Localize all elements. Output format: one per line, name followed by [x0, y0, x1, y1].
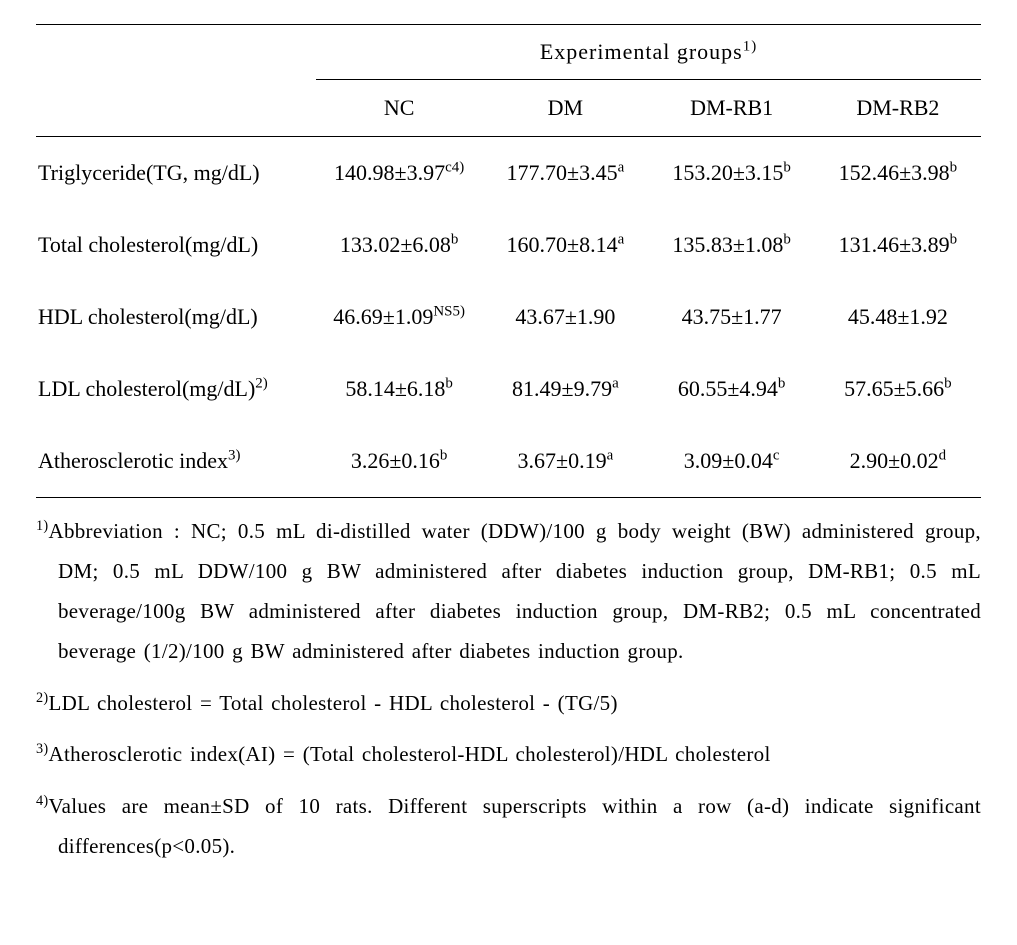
cell-sup: a — [618, 160, 625, 176]
table-row: Atherosclerotic index3)3.26±0.16b3.67±0.… — [36, 425, 981, 498]
table-cell: 160.70±8.14a — [482, 209, 648, 281]
table-cell: 60.55±4.94b — [649, 353, 815, 425]
cell-value: 152.46±3.98 — [839, 160, 950, 185]
row-label: Atherosclerotic index3) — [36, 425, 316, 498]
table-cell: 177.70±3.45a — [482, 137, 648, 210]
table-cell: 3.67±0.19a — [482, 425, 648, 498]
cell-value: 140.98±3.97 — [334, 160, 445, 185]
col-header-dm-rb1: DM-RB1 — [649, 80, 815, 137]
cell-sup: a — [612, 376, 619, 392]
row-label-text: Triglyceride(TG, mg/dL) — [38, 160, 260, 185]
cell-value: 153.20±3.15 — [672, 160, 783, 185]
table-cell: 2.90±0.02d — [815, 425, 981, 498]
row-label-sup: 2) — [255, 376, 267, 392]
cell-sup: b — [440, 448, 447, 464]
table-cell: 3.09±0.04c — [649, 425, 815, 498]
table-cell: 133.02±6.08b — [316, 209, 482, 281]
cell-value: 131.46±3.89 — [839, 232, 950, 257]
cell-sup: b — [783, 160, 790, 176]
table-cell: 46.69±1.09NS5) — [316, 281, 482, 353]
lipid-profile-table: Experimental groups1) NC DM DM-RB1 DM-RB… — [36, 24, 981, 498]
header-blank — [36, 25, 316, 80]
cell-sup: NS5) — [433, 304, 465, 320]
footnote-marker: 2) — [36, 690, 48, 706]
row-label-sup: 3) — [228, 448, 240, 464]
table-row: Triglyceride(TG, mg/dL)140.98±3.97c4)177… — [36, 137, 981, 210]
cell-value: 3.67±0.19 — [518, 448, 607, 473]
footnote-text: LDL cholesterol = Total cholesterol - HD… — [48, 691, 617, 715]
row-label-text: LDL cholesterol(mg/dL) — [38, 376, 255, 401]
table-cell: 3.26±0.16b — [316, 425, 482, 498]
table-cell: 140.98±3.97c4) — [316, 137, 482, 210]
footnote: 1)Abbreviation : NC; 0.5 mL di-distilled… — [36, 512, 981, 672]
spanner-label: Experimental groups — [540, 39, 743, 64]
cell-sup: a — [607, 448, 614, 464]
cell-value: 45.48±1.92 — [848, 304, 948, 329]
cell-sup: a — [618, 232, 625, 248]
cell-sup: b — [451, 232, 458, 248]
footnote-text: Values are mean±SD of 10 rats. Different… — [48, 794, 981, 858]
table-cell: 152.46±3.98b — [815, 137, 981, 210]
footnote-text: Abbreviation : NC; 0.5 mL di-distilled w… — [48, 519, 981, 663]
footnote: 2)LDL cholesterol = Total cholesterol - … — [36, 684, 981, 724]
cell-value: 3.09±0.04 — [684, 448, 773, 473]
cell-sup: b — [783, 232, 790, 248]
table-cell: 153.20±3.15b — [649, 137, 815, 210]
cell-value: 60.55±4.94 — [678, 376, 778, 401]
row-label: HDL cholesterol(mg/dL) — [36, 281, 316, 353]
cell-sup: b — [950, 232, 957, 248]
table-cell: 43.67±1.90 — [482, 281, 648, 353]
table-cell: 131.46±3.89b — [815, 209, 981, 281]
table-cell: 58.14±6.18b — [316, 353, 482, 425]
table-cell: 135.83±1.08b — [649, 209, 815, 281]
cell-value: 81.49±9.79 — [512, 376, 612, 401]
cell-value: 46.69±1.09 — [333, 304, 433, 329]
cell-value: 177.70±3.45 — [507, 160, 618, 185]
row-label: Total cholesterol(mg/dL) — [36, 209, 316, 281]
spanner-sup: 1) — [743, 39, 757, 55]
cell-sup: b — [944, 376, 951, 392]
col-header-dm: DM — [482, 80, 648, 137]
row-label: LDL cholesterol(mg/dL)2) — [36, 353, 316, 425]
table-row: HDL cholesterol(mg/dL) 46.69±1.09NS5) 43.6… — [36, 281, 981, 353]
cell-sup: b — [778, 376, 785, 392]
cell-value: 43.67±1.90 — [515, 304, 615, 329]
row-label: Triglyceride(TG, mg/dL) — [36, 137, 316, 210]
table-cell: 81.49±9.79a — [482, 353, 648, 425]
row-label-text: HDL cholesterol(mg/dL) — [38, 304, 258, 329]
footnote-marker: 3) — [36, 741, 48, 757]
table-row: LDL cholesterol(mg/dL)2)58.14±6.18b81.49… — [36, 353, 981, 425]
header-blank-2 — [36, 80, 316, 137]
footnote-text: Atherosclerotic index(AI) = (Total chole… — [48, 742, 770, 766]
footnote-marker: 1) — [36, 518, 48, 534]
footnotes: 1)Abbreviation : NC; 0.5 mL di-distilled… — [36, 512, 981, 867]
cell-value: 135.83±1.08 — [672, 232, 783, 257]
cell-value: 43.75±1.77 — [682, 304, 782, 329]
footnote-marker: 4) — [36, 793, 48, 809]
cell-sup: b — [445, 376, 452, 392]
table-cell: 45.48±1.92 — [815, 281, 981, 353]
footnote: 4)Values are mean±SD of 10 rats. Differe… — [36, 787, 981, 867]
table-row: Total cholesterol(mg/dL)133.02±6.08b160.… — [36, 209, 981, 281]
cell-value: 57.65±5.66 — [844, 376, 944, 401]
table-cell: 57.65±5.66b — [815, 353, 981, 425]
cell-sup: b — [950, 160, 957, 176]
cell-value: 133.02±6.08 — [340, 232, 451, 257]
cell-sup: d — [939, 448, 946, 464]
footnote: 3)Atherosclerotic index(AI) = (Total cho… — [36, 735, 981, 775]
row-label-text: Total cholesterol(mg/dL) — [38, 232, 258, 257]
cell-value: 3.26±0.16 — [351, 448, 440, 473]
col-header-nc: NC — [316, 80, 482, 137]
cell-sup: c4) — [445, 160, 464, 176]
column-spanner: Experimental groups1) — [316, 25, 981, 80]
row-label-text: Atherosclerotic index — [38, 448, 228, 473]
cell-value: 160.70±8.14 — [507, 232, 618, 257]
table-cell: 43.75±1.77 — [649, 281, 815, 353]
cell-sup: c — [773, 448, 780, 464]
col-header-dm-rb2: DM-RB2 — [815, 80, 981, 137]
cell-value: 2.90±0.02 — [850, 448, 939, 473]
cell-value: 58.14±6.18 — [345, 376, 445, 401]
